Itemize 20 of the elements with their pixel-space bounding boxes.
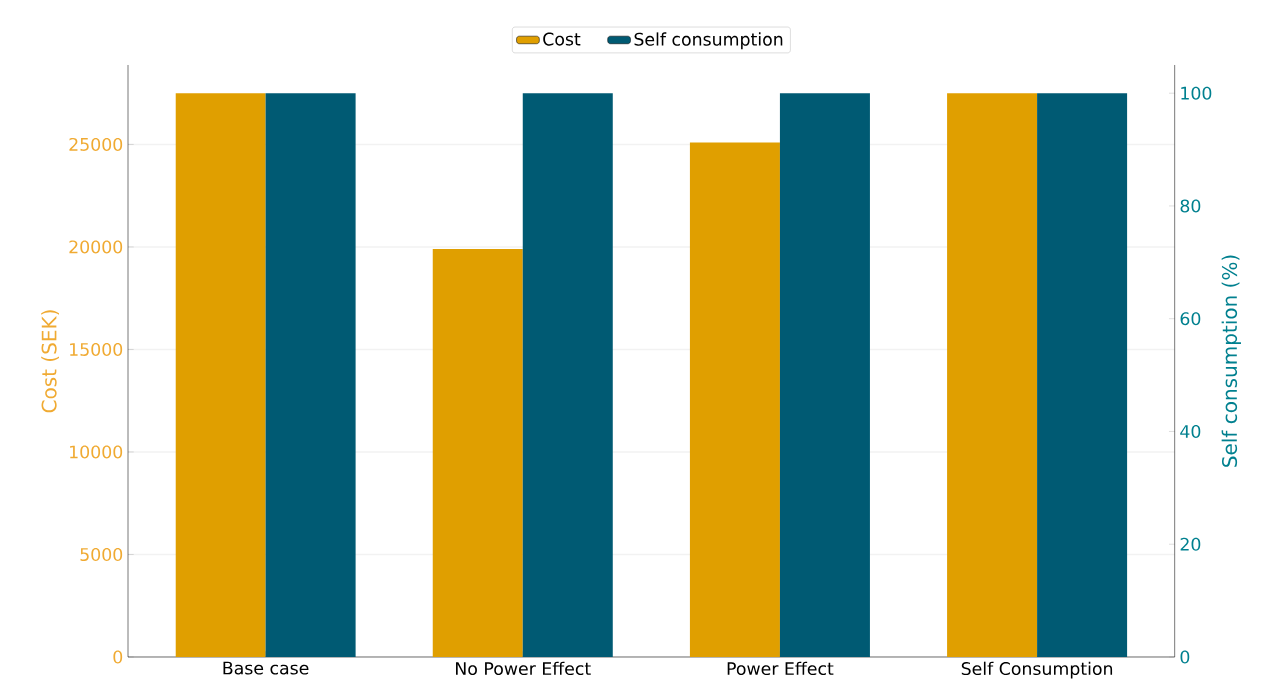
y-tick-label: 10000	[70, 445, 123, 459]
y2-axis-title: Self consumption (%)	[1221, 255, 1241, 467]
y2-tick-label: 40	[1180, 424, 1201, 439]
y2-tick-label: 100	[1181, 86, 1212, 100]
legend-label: Cost	[543, 32, 581, 46]
x-tick-label: No Power Effect	[456, 661, 591, 676]
y-tick-label: 25000	[69, 137, 123, 151]
x-tick-label: Base case	[223, 661, 309, 675]
y-tick-label: 20000	[69, 240, 123, 254]
y-tick-label: 0	[113, 650, 123, 664]
y2-tick-label: 20	[1180, 537, 1201, 551]
x-tick-label: Self Consumption	[961, 661, 1113, 679]
x-tick-label: Power Effect	[727, 661, 834, 676]
y-tick-label: 15000	[70, 342, 123, 357]
y-tick-label: 5000	[80, 547, 123, 562]
y2-tick-label: 80	[1180, 199, 1201, 213]
y2-tick-label: 0	[1180, 650, 1190, 664]
legend-label: Self consumption	[634, 32, 783, 50]
y2-tick-label: 60	[1180, 312, 1201, 326]
y-axis-title: Cost (SEK)	[41, 310, 59, 413]
